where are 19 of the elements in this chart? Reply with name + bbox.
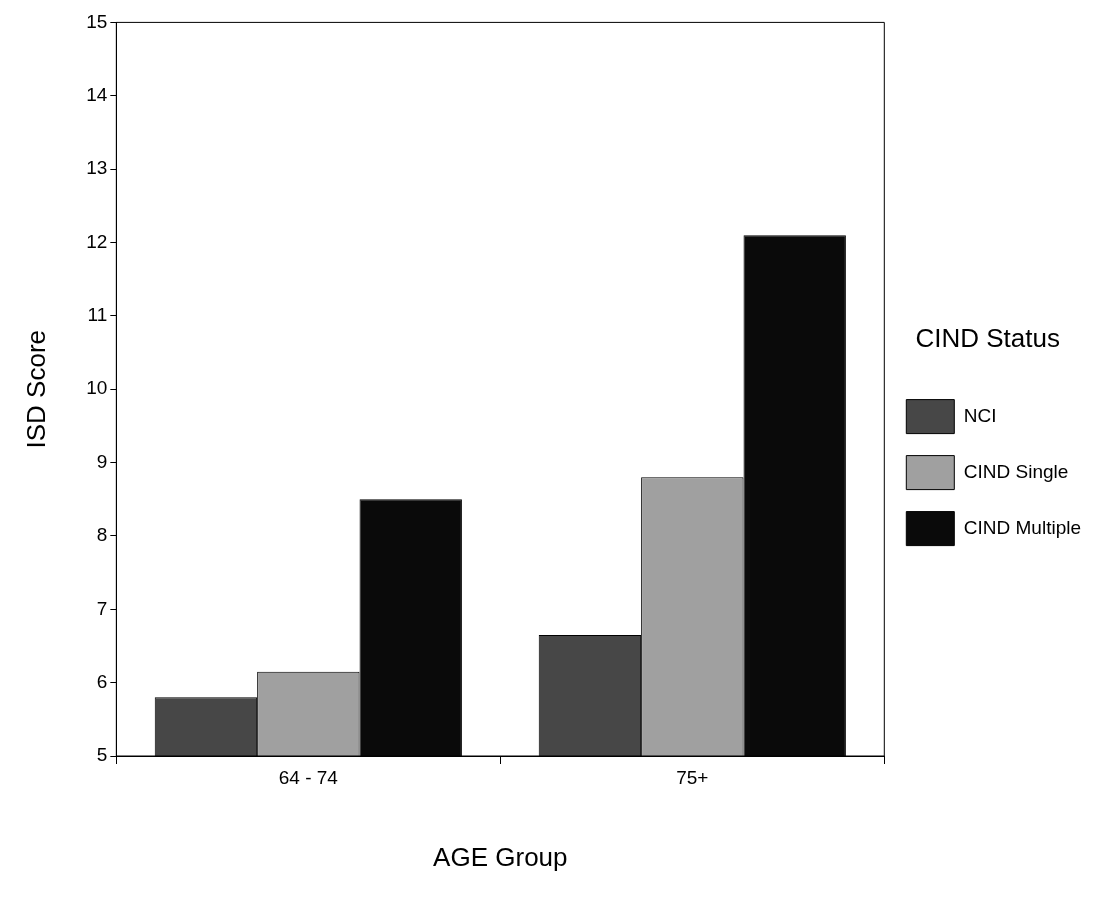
x-tick-label: 64 - 74 <box>278 766 339 788</box>
y-tick-label: 13 <box>86 157 108 179</box>
y-tick-label: 6 <box>96 670 108 692</box>
y-tick-label: 15 <box>86 10 108 32</box>
y-axis-title: ISD Score <box>20 329 51 449</box>
legend-label: NCI <box>963 404 997 426</box>
legend-title: CIND Status <box>915 322 1060 353</box>
y-tick-label: 14 <box>86 83 108 105</box>
x-tick-label: 75+ <box>676 766 709 788</box>
y-tick-label: 10 <box>86 377 108 399</box>
legend-label: CIND Single <box>963 460 1069 482</box>
y-tick-label: 5 <box>96 744 108 766</box>
y-tick-label: 8 <box>96 524 108 546</box>
y-tick-label: 12 <box>86 230 108 252</box>
y-tick-label: 7 <box>96 597 108 619</box>
legend-label: CIND Multiple <box>963 516 1082 538</box>
y-tick-label: 11 <box>87 304 108 326</box>
x-axis-title: AGE Group <box>433 841 568 872</box>
y-tick-label: 9 <box>96 450 108 472</box>
